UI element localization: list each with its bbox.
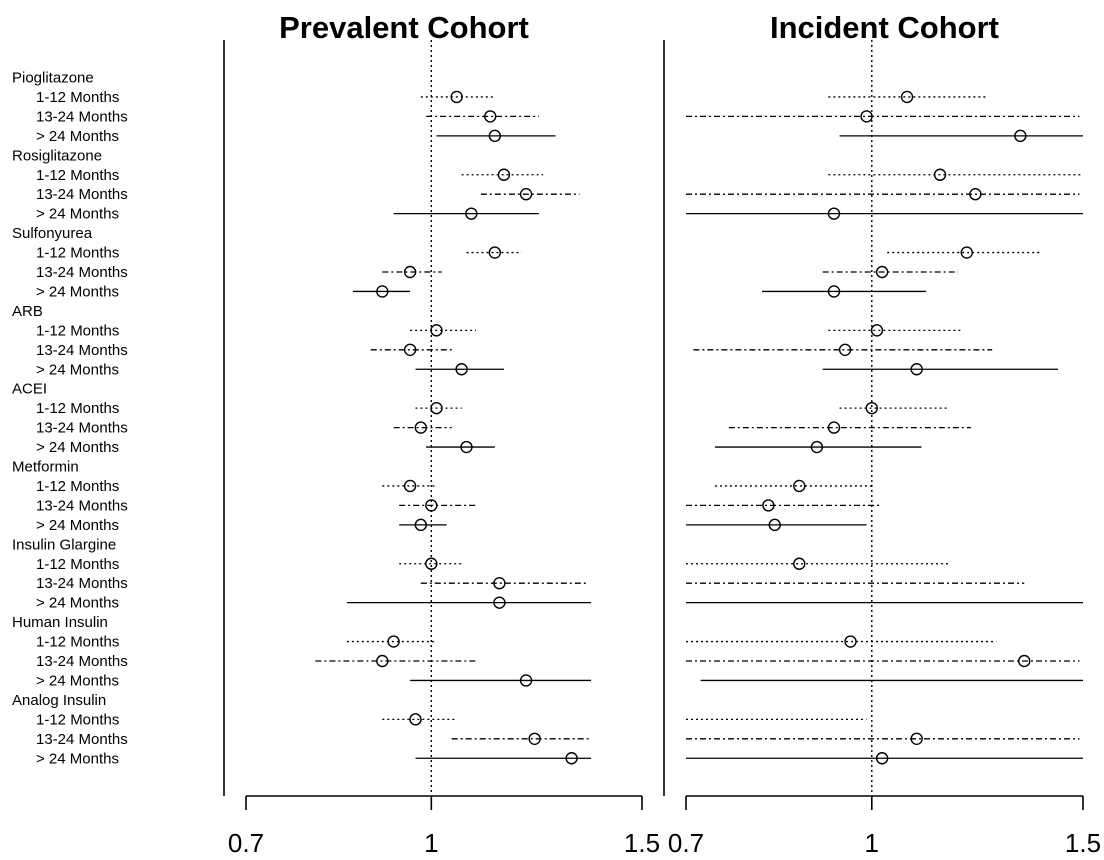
point-estimate [768, 518, 781, 532]
point-estimate [827, 285, 841, 298]
row-label: > 24 Months [36, 750, 119, 767]
row-label: > 24 Months [36, 517, 119, 534]
point-estimate [528, 732, 541, 745]
row-label: > 24 Months [36, 361, 119, 378]
row-label: 13-24 Months [36, 653, 128, 670]
group-label: ARB [12, 303, 43, 320]
row-label: 1-12 Months [36, 167, 119, 184]
group-label: Insulin Glargine [12, 536, 116, 553]
row-label: 1-12 Months [36, 478, 119, 495]
point-estimate [387, 635, 400, 648]
group-label: ACEI [12, 381, 47, 398]
row-label: > 24 Months [36, 672, 119, 689]
point-estimate [376, 654, 389, 668]
point-estimate [1018, 654, 1031, 668]
group-label: Metformin [12, 459, 79, 476]
row-label: 1-12 Months [36, 89, 119, 106]
group-label: Rosiglitazone [12, 147, 102, 164]
row-label: 1-12 Months [36, 711, 119, 728]
point-estimate [860, 110, 873, 123]
point-estimate [403, 479, 417, 493]
panel-title: Incident Cohort [770, 10, 999, 45]
point-estimate [960, 246, 973, 259]
point-estimate [497, 168, 511, 181]
row-label: > 24 Months [36, 283, 119, 300]
point-estimate [870, 324, 884, 337]
row-label: > 24 Months [36, 595, 119, 612]
x-tick-label: 1.5 [1065, 828, 1101, 858]
point-estimate [403, 343, 417, 356]
group-label: Human Insulin [12, 614, 108, 631]
group-label: Sulfonyurea [12, 225, 93, 242]
x-tick-label: 1.5 [624, 828, 660, 858]
point-estimate [810, 440, 824, 454]
row-label: > 24 Months [36, 206, 119, 223]
point-estimate [493, 596, 506, 609]
row-label: 1-12 Months [36, 322, 119, 339]
point-estimate [465, 207, 478, 220]
row-label: 13-24 Months [36, 420, 128, 437]
point-estimate [488, 246, 502, 259]
point-estimate [762, 499, 775, 512]
row-label: 13-24 Months [36, 264, 128, 281]
point-estimate [403, 265, 417, 279]
point-estimate [793, 557, 806, 570]
point-estimate [910, 363, 923, 376]
point-estimate [933, 168, 947, 181]
group-label: Pioglitazone [12, 70, 94, 87]
row-label: 13-24 Months [36, 731, 128, 748]
point-estimate [910, 732, 923, 745]
point-estimate [484, 110, 497, 123]
row-label: > 24 Months [36, 128, 119, 145]
point-estimate [519, 187, 533, 201]
row-label: 13-24 Months [36, 575, 128, 592]
point-estimate [460, 440, 473, 454]
point-estimate [900, 90, 914, 104]
row-label: 1-12 Months [36, 634, 119, 651]
x-tick-label: 1 [865, 828, 879, 858]
point-estimate [827, 207, 841, 220]
point-estimate [844, 635, 857, 648]
point-estimate [409, 713, 422, 726]
panel-title: Prevalent Cohort [279, 10, 529, 45]
point-estimate [488, 129, 502, 143]
row-label: 1-12 Months [36, 245, 119, 262]
point-estimate [875, 265, 889, 279]
point-estimate [450, 90, 463, 104]
row-label: 13-24 Months [36, 342, 128, 359]
row-label: > 24 Months [36, 439, 119, 456]
row-label: 1-12 Months [36, 400, 119, 417]
point-estimate [376, 285, 389, 298]
point-estimate [430, 401, 443, 415]
point-estimate [425, 557, 438, 570]
row-label: 13-24 Months [36, 108, 128, 125]
point-estimate [565, 752, 578, 765]
point-estimate [430, 324, 443, 337]
point-estimate [875, 752, 889, 765]
row-label: 13-24 Months [36, 497, 128, 514]
point-estimate [827, 421, 841, 434]
x-tick-label: 1 [424, 828, 438, 858]
point-estimate [793, 479, 806, 493]
row-label: 13-24 Months [36, 186, 128, 203]
point-estimate [519, 674, 533, 687]
group-label: Analog Insulin [12, 692, 106, 709]
point-estimate [414, 518, 428, 532]
row-label: 1-12 Months [36, 556, 119, 573]
point-estimate [455, 363, 468, 376]
x-tick-label: 0.7 [668, 828, 704, 858]
point-estimate [865, 401, 878, 415]
point-estimate [425, 499, 438, 512]
point-estimate [493, 577, 506, 590]
point-estimate [838, 343, 852, 356]
point-estimate [1014, 129, 1027, 143]
point-estimate [969, 187, 982, 201]
x-tick-label: 0.7 [228, 828, 264, 858]
point-estimate [414, 421, 428, 434]
